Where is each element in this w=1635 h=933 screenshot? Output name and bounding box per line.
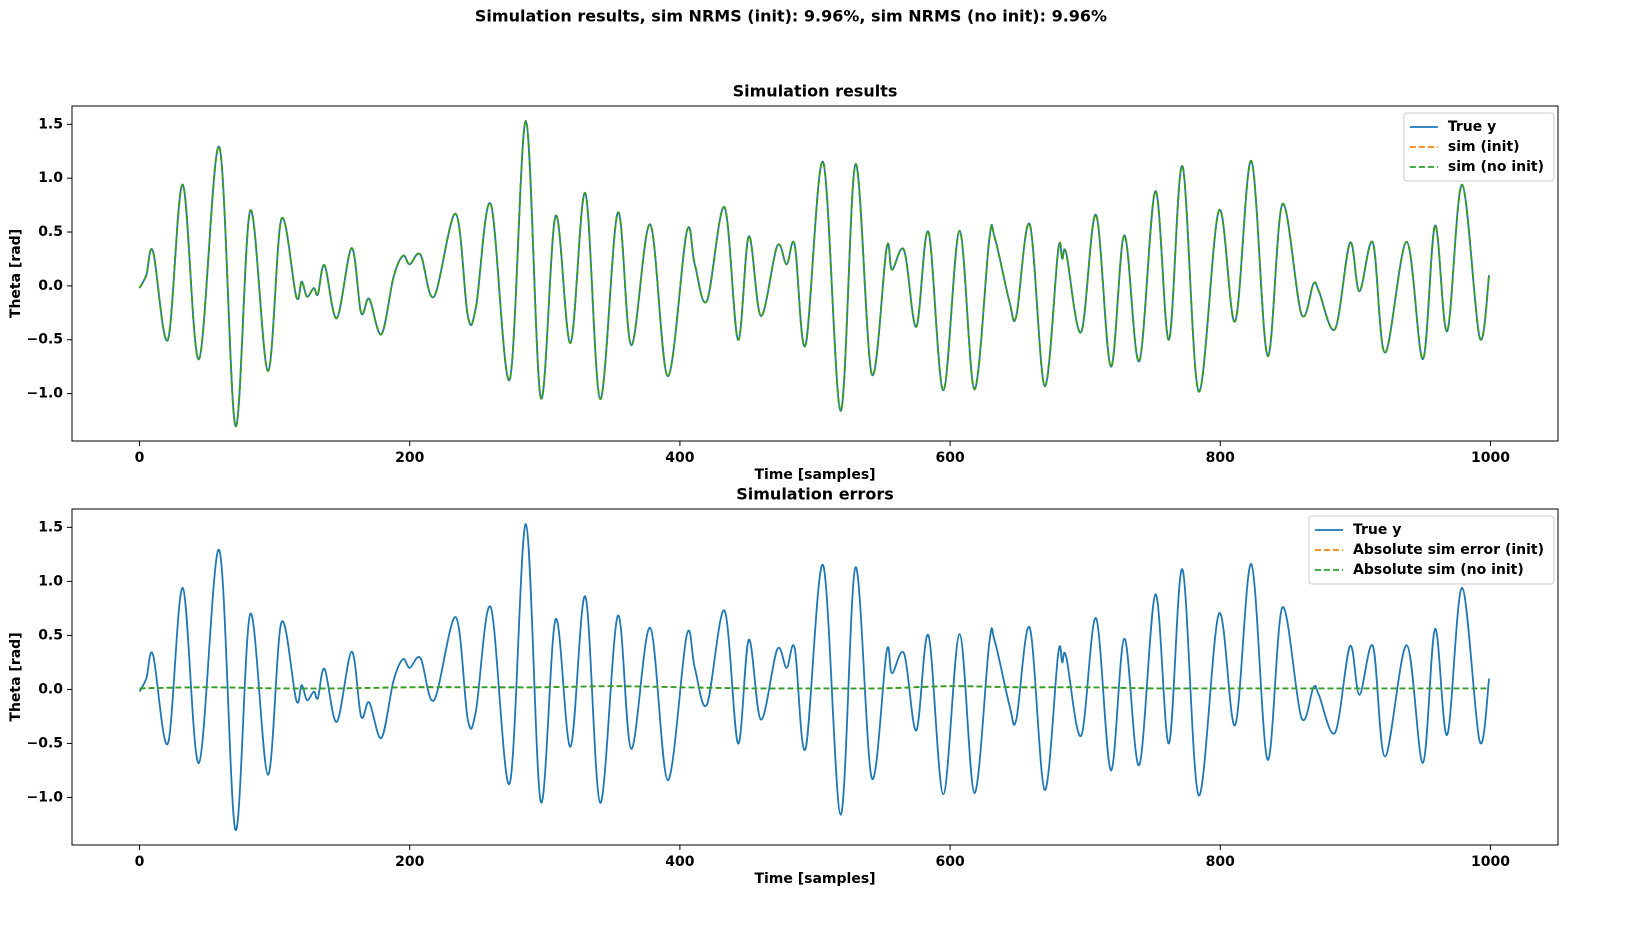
- series-line: [138, 523, 1490, 831]
- legend: True y Absolute sim error (init) Absolute …: [1308, 515, 1555, 585]
- legend-label: True y: [1448, 119, 1496, 135]
- y-tick-label: 1.5: [38, 116, 63, 132]
- series-line: [139, 685, 1490, 690]
- y-tick-label: −1.0: [26, 789, 63, 805]
- axes-title: Simulation results: [733, 82, 898, 101]
- plot-area: [138, 523, 1490, 831]
- series-line: [138, 120, 1490, 427]
- legend-frame: [1403, 112, 1555, 182]
- legend-label: sim (no init): [1448, 159, 1544, 175]
- x-tick-label: 200: [395, 450, 424, 466]
- axes-title: Simulation errors: [736, 485, 893, 504]
- y-axis-label: Theta [rad]: [8, 229, 24, 318]
- y-tick-label: −1.0: [26, 386, 63, 402]
- legend: True y sim (init) sim (no init): [1403, 112, 1555, 182]
- x-tick-label: 800: [1206, 450, 1235, 466]
- axes-frame: [71, 105, 1559, 442]
- x-tick-label: 0: [135, 450, 145, 466]
- x-tick-label: 400: [665, 450, 694, 466]
- x-tick-label: 0: [135, 854, 145, 870]
- x-axis-label: Time [samples]: [754, 467, 875, 483]
- y-tick-label: −0.5: [26, 332, 63, 348]
- x-tick-label: 1000: [1471, 854, 1510, 870]
- x-tick-label: 600: [935, 854, 964, 870]
- x-tick-label: 400: [665, 854, 694, 870]
- figure-title: Simulation results, sim NRMS (init): 9.9…: [475, 7, 1107, 26]
- y-axis-label: Theta [rad]: [8, 632, 24, 721]
- axes-frame: [71, 508, 1559, 846]
- y-tick-label: 0.0: [38, 681, 63, 697]
- legend-label: True y: [1353, 522, 1401, 538]
- y-tick-label: 0.5: [38, 224, 63, 240]
- y-tick-label: −0.5: [26, 735, 63, 751]
- x-tick-label: 1000: [1471, 450, 1510, 466]
- x-axis-label: Time [samples]: [754, 871, 875, 887]
- y-tick-label: 1.5: [38, 519, 63, 535]
- plot-area: [138, 120, 1490, 427]
- x-tick-label: 200: [395, 854, 424, 870]
- x-tick-label: 600: [935, 450, 964, 466]
- legend-label: sim (init): [1448, 139, 1520, 155]
- y-tick-label: 1.0: [38, 573, 63, 589]
- legend-label: Absolute sim (no init): [1353, 562, 1524, 578]
- y-tick-label: 0.5: [38, 627, 63, 643]
- x-tick-label: 800: [1206, 854, 1235, 870]
- legend-label: Absolute sim error (init): [1353, 542, 1544, 558]
- y-tick-label: 1.0: [38, 170, 63, 186]
- y-tick-label: 0.0: [38, 278, 63, 294]
- legend-frame: [1308, 515, 1555, 585]
